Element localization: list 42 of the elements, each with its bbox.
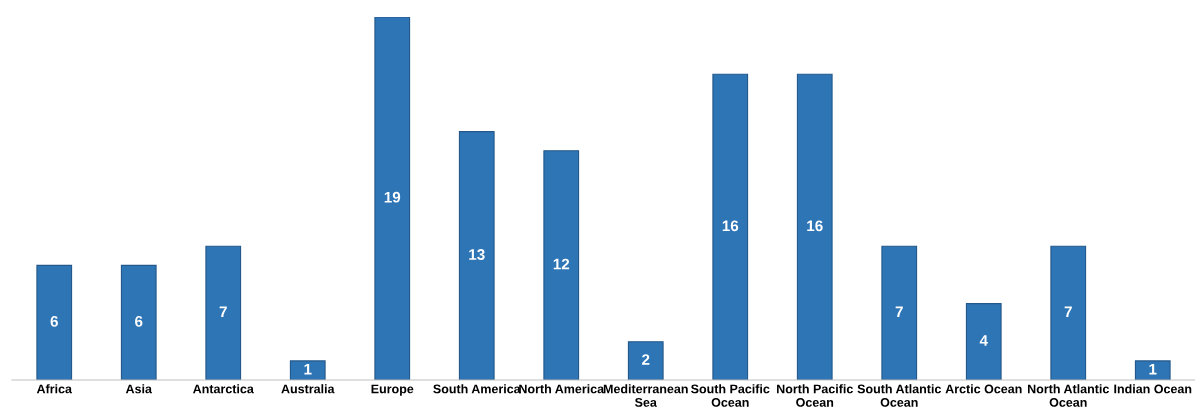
bar xyxy=(627,341,664,380)
bar xyxy=(289,360,326,380)
data-label: 13 xyxy=(469,249,485,260)
x-tick-label: Australia xyxy=(281,384,335,394)
data-label: 6 xyxy=(50,315,58,327)
x-tick-label: North Atlantic Ocean xyxy=(1028,384,1109,407)
data-label: 2 xyxy=(642,354,650,365)
data-label: 4 xyxy=(979,335,988,346)
bar xyxy=(374,17,411,380)
bar xyxy=(120,264,157,380)
data-label: 1 xyxy=(304,363,312,375)
data-label: 16 xyxy=(722,220,739,232)
x-tick-label: Mediterranean Sea xyxy=(603,384,688,407)
data-label: 19 xyxy=(384,191,401,203)
x-tick-label: Antarctica xyxy=(193,384,254,394)
x-tick-label: North Pacific Ocean xyxy=(777,384,853,407)
x-tick-label: Arctic Ocean xyxy=(945,384,1022,394)
x-tick-label: North America xyxy=(519,384,605,394)
bar xyxy=(205,245,242,380)
bar xyxy=(881,245,918,380)
bar xyxy=(1050,245,1087,380)
x-tick-label: South Pacific Ocean xyxy=(691,384,770,407)
data-label: 6 xyxy=(135,315,143,327)
data-label: 1 xyxy=(1149,363,1157,375)
x-tick-label: Asia xyxy=(125,384,153,394)
data-label: 7 xyxy=(895,306,903,318)
bar xyxy=(796,73,833,380)
bar xyxy=(965,303,1002,380)
x-tick-label: Europe xyxy=(371,384,414,396)
x-tick-label: South Atlantic Ocean xyxy=(857,384,942,407)
x-tick-label: Indian Ocean xyxy=(1114,384,1192,394)
data-label: 16 xyxy=(807,220,823,232)
data-label: 7 xyxy=(219,306,227,318)
bar xyxy=(543,150,580,380)
bar xyxy=(36,264,73,380)
x-tick-label: South America xyxy=(433,384,521,394)
bar xyxy=(1134,360,1171,380)
data-label: 7 xyxy=(1064,306,1072,318)
bar xyxy=(712,73,749,380)
x-tick-label: Africa xyxy=(36,384,73,394)
bar xyxy=(458,131,495,380)
data-label: 12 xyxy=(553,258,570,270)
